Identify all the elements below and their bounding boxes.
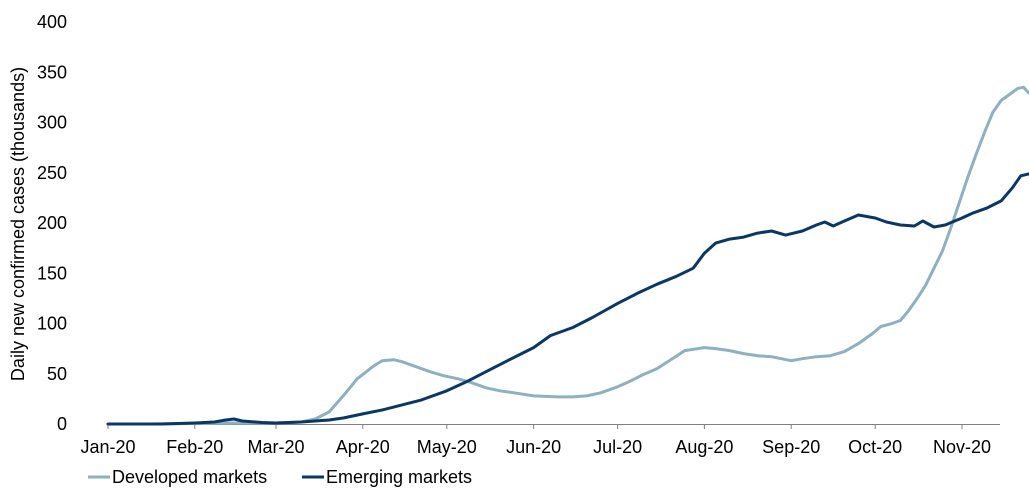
legend-label: Developed markets	[112, 467, 267, 487]
x-tick-label: Sep-20	[762, 437, 820, 457]
y-axis-title: Daily new confirmed cases (thousands)	[8, 67, 28, 381]
legend-item-developed-markets: Developed markets	[88, 467, 267, 487]
series-line-developed-markets	[106, 85, 1029, 426]
y-axis-label: Daily new confirmed cases (thousands)	[8, 67, 28, 381]
y-axis-ticks: 0 50 100 150 200 250 300 350 400	[37, 12, 67, 434]
y-tick-label: 250	[37, 163, 67, 183]
x-tick-label: Jun-20	[506, 437, 561, 457]
legend-label: Emerging markets	[326, 467, 472, 487]
legend: Developed markets Emerging markets	[88, 467, 472, 487]
x-tick-label: Oct-20	[848, 437, 902, 457]
y-tick-label: 300	[37, 113, 67, 133]
y-tick-label: 0	[57, 414, 67, 434]
series-line-emerging-markets	[106, 172, 1029, 426]
y-tick-label: 150	[37, 263, 67, 283]
y-tick-label: 400	[37, 12, 67, 32]
x-tick-label: Nov-20	[933, 437, 991, 457]
legend-item-emerging-markets: Emerging markets	[302, 467, 472, 487]
y-tick-label: 50	[47, 364, 67, 384]
x-tick-label: Jan-20	[80, 437, 135, 457]
series-layer	[106, 85, 1029, 426]
x-tick-label: May-20	[417, 437, 477, 457]
x-tick-label: Mar-20	[247, 437, 304, 457]
x-tick-label: Jul-20	[593, 437, 642, 457]
x-axis-ticks: Jan-20 Feb-20 Mar-20 Apr-20 May-20 Jun-20 Jul-…	[80, 424, 991, 457]
y-tick-label: 350	[37, 62, 67, 82]
x-tick-label: Apr-20	[336, 437, 390, 457]
y-tick-label: 100	[37, 314, 67, 334]
x-tick-label: Feb-20	[166, 437, 223, 457]
x-tick-label: Aug-20	[675, 437, 733, 457]
y-tick-label: 200	[37, 213, 67, 233]
